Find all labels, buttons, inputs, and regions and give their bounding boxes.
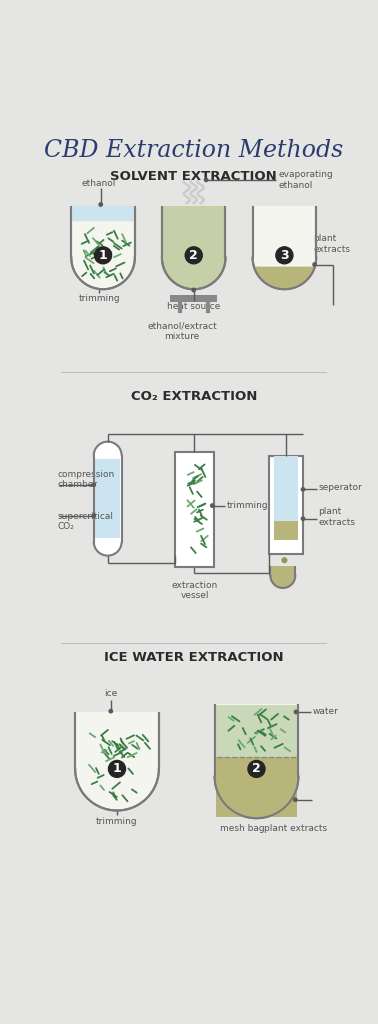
Text: supercritical
CO₂: supercritical CO₂ — [57, 512, 113, 531]
Text: plant
extracts: plant extracts — [313, 234, 350, 254]
Circle shape — [192, 289, 195, 292]
Text: CBD Extraction Methods: CBD Extraction Methods — [44, 139, 343, 162]
Text: trimming: trimming — [226, 501, 268, 510]
Text: plant extracts: plant extracts — [264, 824, 327, 834]
Circle shape — [301, 487, 305, 492]
Bar — [215, 758, 297, 776]
Bar — [253, 206, 316, 258]
Circle shape — [276, 247, 293, 264]
Polygon shape — [75, 769, 159, 810]
Text: CO₂ EXTRACTION: CO₂ EXTRACTION — [130, 390, 257, 403]
Bar — [274, 456, 298, 541]
Bar — [216, 705, 297, 758]
Text: trimming: trimming — [96, 817, 138, 825]
Circle shape — [211, 504, 214, 507]
Text: ICE WATER EXTRACTION: ICE WATER EXTRACTION — [104, 651, 284, 664]
Circle shape — [99, 203, 102, 206]
Bar — [170, 295, 217, 302]
Text: trimming: trimming — [78, 294, 120, 303]
Text: heat source: heat source — [167, 302, 220, 310]
Circle shape — [204, 178, 208, 181]
Circle shape — [108, 761, 125, 777]
Text: plant
extracts: plant extracts — [319, 508, 355, 526]
Bar — [270, 566, 295, 575]
Polygon shape — [162, 258, 226, 289]
Bar — [269, 456, 303, 554]
Bar — [71, 206, 135, 258]
Circle shape — [294, 711, 298, 714]
Text: 1: 1 — [99, 249, 107, 262]
Polygon shape — [94, 441, 122, 456]
Bar — [175, 452, 214, 567]
Circle shape — [301, 517, 305, 520]
Bar — [216, 758, 297, 817]
Text: SOLVENT EXTRACTION: SOLVENT EXTRACTION — [110, 170, 277, 183]
Text: ethanol: ethanol — [82, 178, 116, 187]
Bar — [215, 705, 298, 776]
Text: 2: 2 — [252, 763, 261, 775]
Polygon shape — [253, 258, 316, 289]
Bar — [75, 712, 159, 769]
Bar — [162, 206, 226, 258]
Circle shape — [92, 483, 96, 486]
Text: water: water — [312, 708, 338, 717]
Circle shape — [313, 263, 316, 266]
Circle shape — [92, 514, 96, 517]
Circle shape — [294, 798, 297, 802]
Bar — [95, 460, 120, 538]
Circle shape — [109, 710, 113, 713]
Text: extraction
vessel: extraction vessel — [171, 581, 218, 600]
Text: mesh bag: mesh bag — [220, 824, 265, 834]
Circle shape — [185, 247, 202, 264]
Text: ice: ice — [104, 689, 118, 698]
Circle shape — [282, 558, 287, 562]
Text: 3: 3 — [280, 249, 289, 262]
Polygon shape — [94, 542, 122, 556]
Text: evaporating
ethanol: evaporating ethanol — [278, 170, 333, 189]
Circle shape — [248, 761, 265, 777]
Text: ethanol/extract
mixture: ethanol/extract mixture — [147, 322, 217, 341]
Polygon shape — [270, 575, 295, 588]
Bar — [94, 456, 122, 542]
Polygon shape — [71, 258, 135, 289]
Polygon shape — [215, 776, 298, 818]
Circle shape — [94, 247, 112, 264]
Bar — [274, 521, 298, 541]
Text: seperator: seperator — [319, 483, 362, 493]
Text: 2: 2 — [189, 249, 198, 262]
Text: 1: 1 — [113, 763, 121, 775]
Text: compression
chamber: compression chamber — [57, 470, 115, 489]
